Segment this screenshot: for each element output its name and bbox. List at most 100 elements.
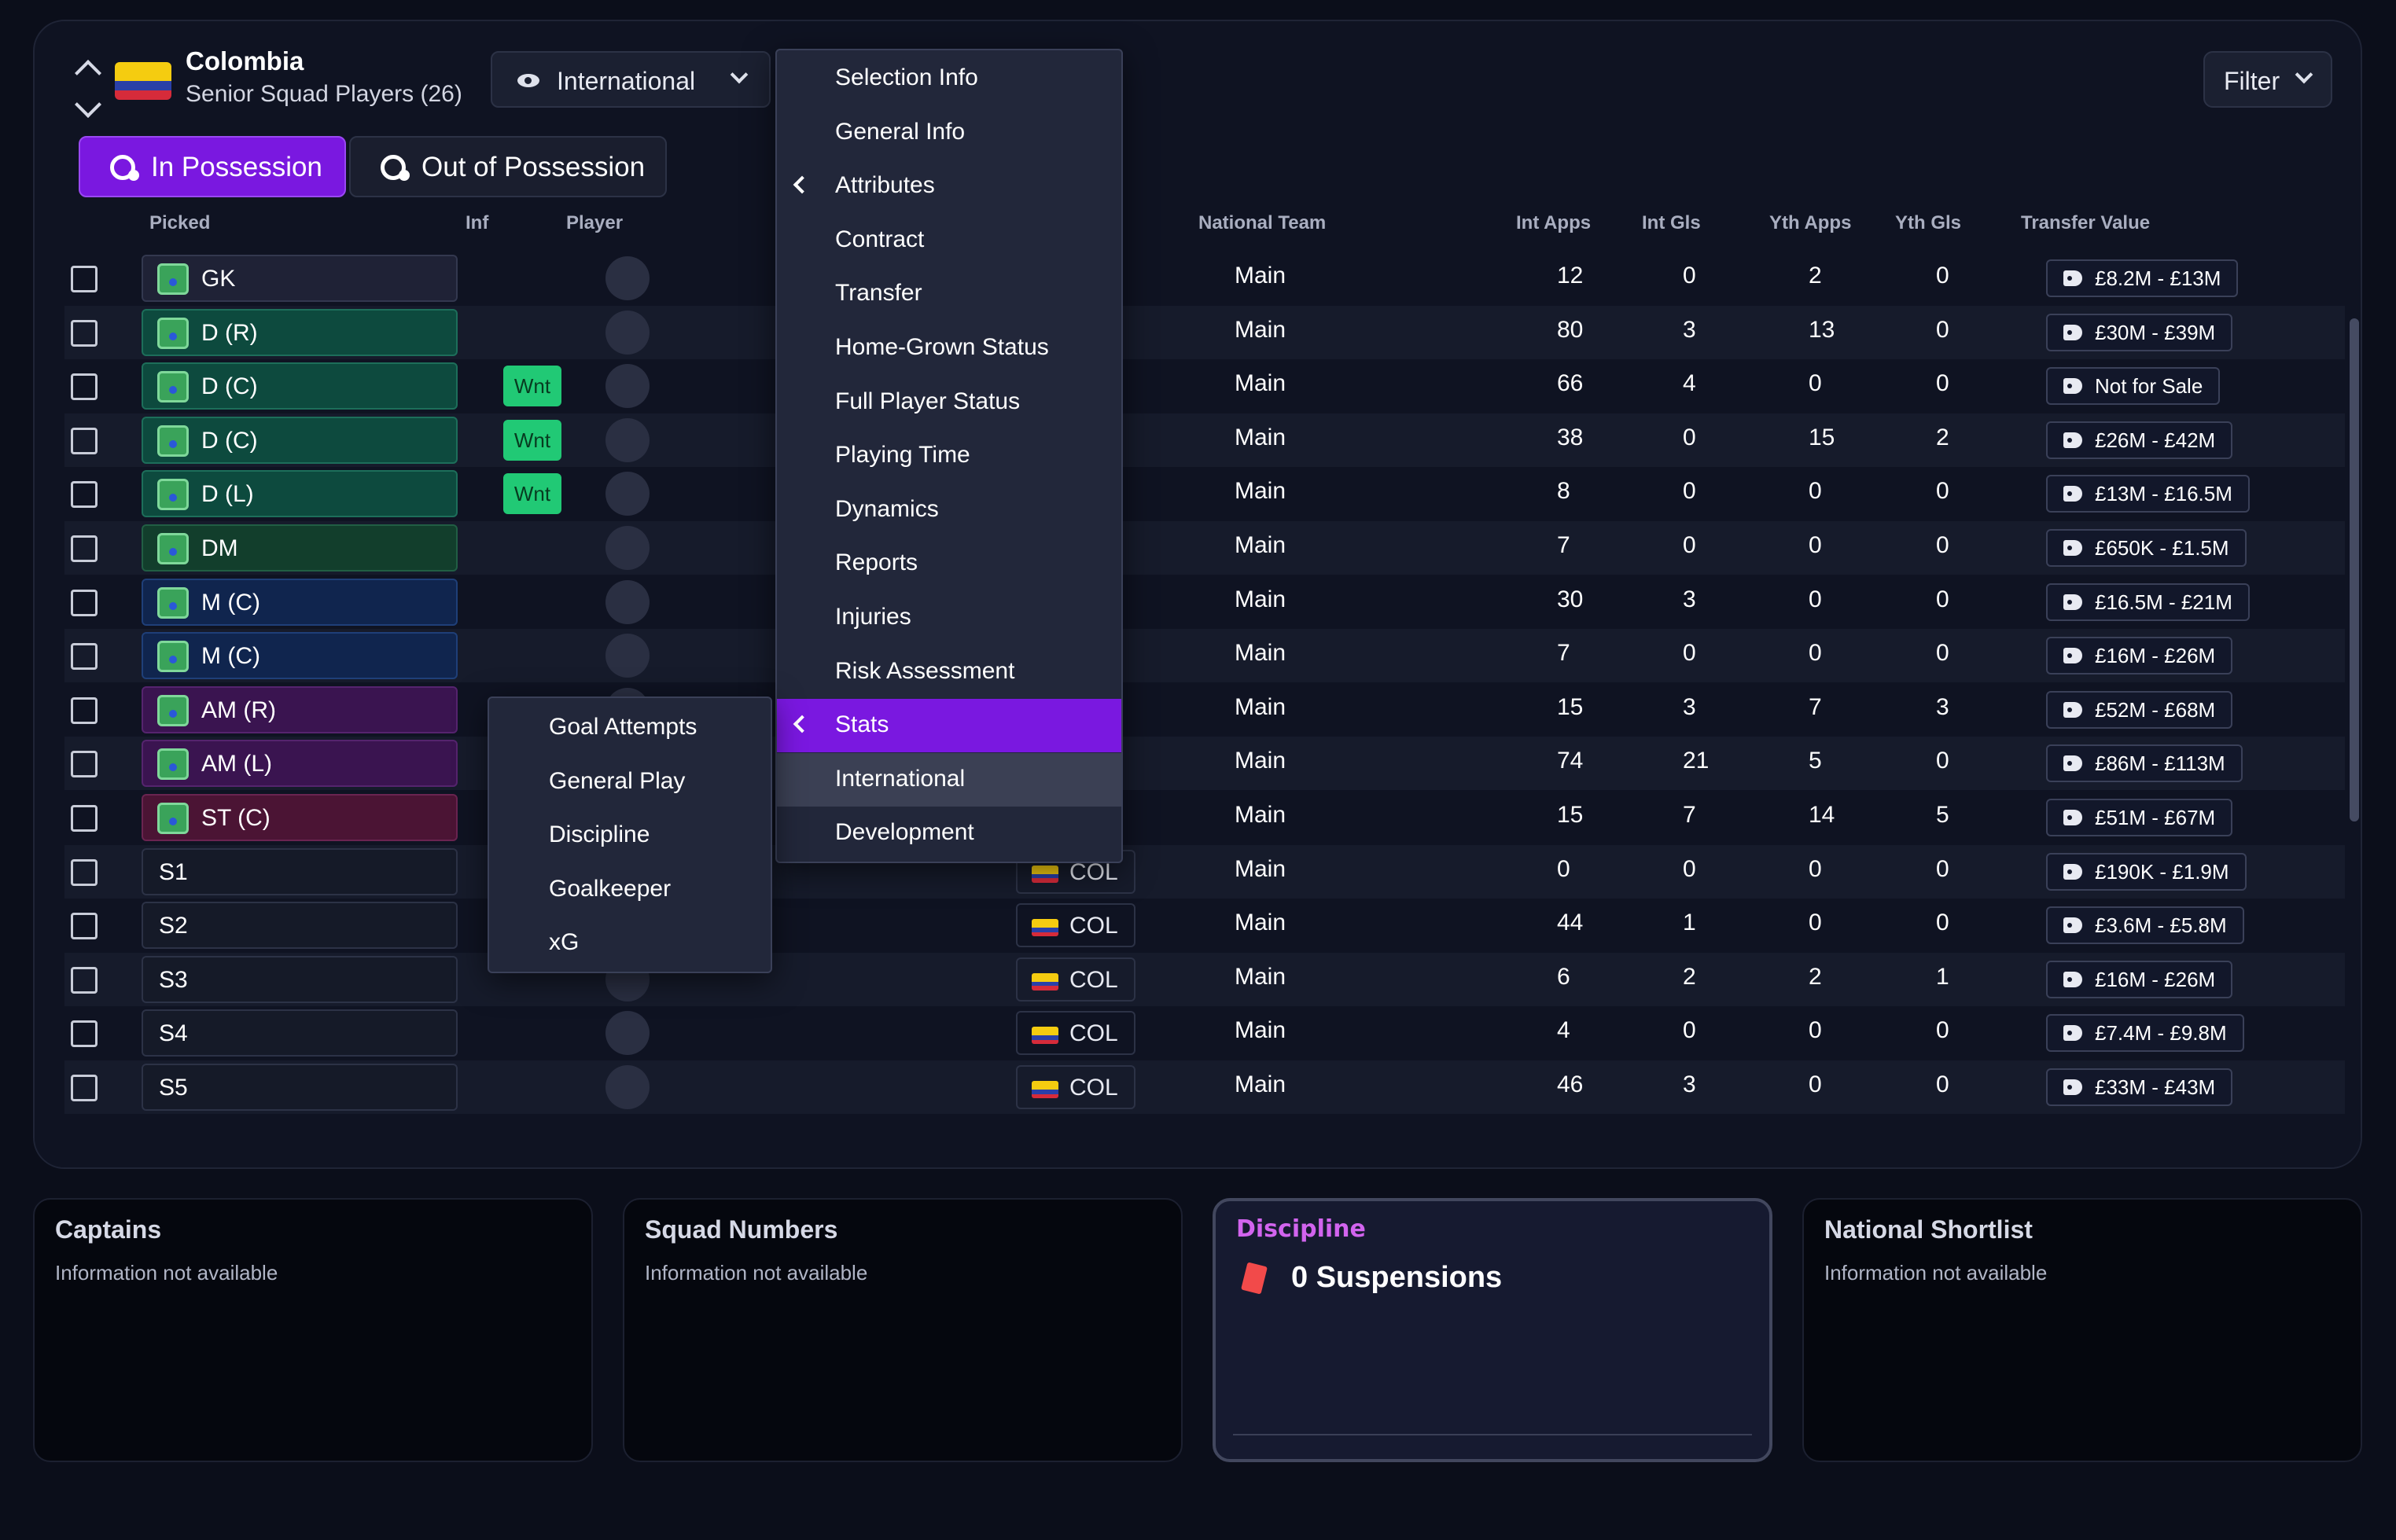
menu-item-playing-time[interactable]: Playing Time xyxy=(777,429,1121,483)
menu-item-injuries[interactable]: Injuries xyxy=(777,591,1121,645)
table-row[interactable]: ST (C)WMain157145£51M - £67M xyxy=(64,791,2345,844)
table-row[interactable]: DM Main 7 0 0 0 £650K - £1.5M xyxy=(64,521,2345,575)
table-row[interactable]: GK Main 12 0 2 0 £8.2M - £13M xyxy=(64,252,2345,305)
chevron-down-icon[interactable] xyxy=(75,91,101,118)
column-header-player[interactable]: Player xyxy=(566,212,624,233)
menu-item-dynamics[interactable]: Dynamics xyxy=(777,483,1121,537)
discipline-card[interactable]: Discipline 0 Suspensions xyxy=(1213,1198,1772,1462)
table-row[interactable]: D (L) Wnt Main 8 0 0 0 £13M - £16.5M xyxy=(64,467,2345,520)
picked-checkbox[interactable] xyxy=(71,589,98,616)
table-row[interactable]: D (C) Wnt Main 66 4 0 0 Not for Sale xyxy=(64,359,2345,413)
sort-arrows[interactable] xyxy=(72,50,104,120)
menu-item-selection-info[interactable]: Selection Info xyxy=(777,52,1121,105)
picked-checkbox[interactable] xyxy=(71,373,98,401)
filter-button[interactable]: Filter xyxy=(2203,51,2332,108)
player-avatar[interactable] xyxy=(605,256,650,300)
table-row[interactable]: D (C) Wnt Main 38 0 15 2 £26M - £42M xyxy=(64,413,2345,467)
scrollbar-thumb[interactable] xyxy=(2350,318,2359,821)
table-row[interactable]: S2 COL Main 44 1 0 0 £3.6M - £5.8M xyxy=(64,899,2345,952)
position-slot[interactable]: M (C) xyxy=(142,632,458,680)
player-avatar[interactable] xyxy=(605,364,650,409)
column-header-int-apps[interactable]: Int Apps xyxy=(1516,212,1592,233)
position-slot[interactable]: AM (L) xyxy=(142,740,458,788)
player-avatar[interactable] xyxy=(605,472,650,516)
column-header-national-team[interactable]: National Team xyxy=(1198,212,1327,233)
picked-checkbox[interactable] xyxy=(71,805,98,832)
picked-checkbox[interactable] xyxy=(71,535,98,562)
position-slot[interactable]: S5 xyxy=(142,1064,458,1111)
picked-checkbox[interactable] xyxy=(71,319,98,347)
submenu-item-goalkeeper[interactable]: Goalkeeper xyxy=(489,863,771,917)
player-avatar[interactable] xyxy=(605,310,650,355)
menu-item-transfer[interactable]: Transfer xyxy=(777,267,1121,321)
menu-item-stats[interactable]: Stats xyxy=(777,699,1121,753)
transfer-value-badge: £3.6M - £5.8M xyxy=(2046,906,2244,945)
price-tag-icon xyxy=(2063,648,2082,664)
menu-item-attributes[interactable]: Attributes xyxy=(777,160,1121,213)
menu-item-reports[interactable]: Reports xyxy=(777,537,1121,590)
position-slot[interactable]: GK xyxy=(142,255,458,302)
player-avatar[interactable] xyxy=(605,526,650,570)
column-header-int-gls[interactable]: Int Gls xyxy=(1642,212,1701,233)
position-slot[interactable]: D (L) xyxy=(142,470,458,518)
column-header-inf[interactable]: Inf xyxy=(466,212,489,233)
picked-checkbox[interactable] xyxy=(71,427,98,454)
menu-item-full-player-status[interactable]: Full Player Status xyxy=(777,376,1121,429)
submenu-item-goal-attempts[interactable]: Goal Attempts xyxy=(489,701,771,755)
picked-checkbox[interactable] xyxy=(71,481,98,509)
picked-checkbox[interactable] xyxy=(71,858,98,886)
table-row[interactable]: S1 COL Main 0 0 0 0 £190K - £1.9M xyxy=(64,844,2345,899)
table-row[interactable]: D (R) Main 80 3 13 0 £30M - £39M xyxy=(64,305,2345,359)
position-slot[interactable]: D (R) xyxy=(142,308,458,356)
table-row[interactable]: M (C) Main 30 3 0 0 £16.5M - £21M xyxy=(64,575,2345,629)
table-row[interactable]: S3 COL Main 6 2 2 1 £16M - £26M xyxy=(64,952,2345,1006)
position-slot[interactable]: ST (C) xyxy=(142,794,458,841)
chevron-up-icon[interactable] xyxy=(75,60,101,86)
table-row[interactable]: AM (L) Main 74 21 5 0 £86M - £113M xyxy=(64,737,2345,791)
player-avatar[interactable] xyxy=(605,1065,650,1109)
table-row[interactable]: S5 COL Main 46 3 0 0 £33M - £43M xyxy=(64,1060,2345,1114)
table-row[interactable]: S4 COL Main 4 0 0 0 £7.4M - £9.8M xyxy=(64,1006,2345,1060)
picked-checkbox[interactable] xyxy=(71,1020,98,1048)
column-header-yth-apps[interactable]: Yth Apps xyxy=(1769,212,1852,233)
picked-checkbox[interactable] xyxy=(71,751,98,778)
position-slot[interactable]: S4 xyxy=(142,1009,458,1057)
column-header-transfer-value[interactable]: Transfer Value xyxy=(2021,212,2151,233)
column-header-picked[interactable]: Picked xyxy=(149,212,211,233)
submenu-item-general-play[interactable]: General Play xyxy=(489,755,771,809)
player-avatar[interactable] xyxy=(605,634,650,678)
position-slot[interactable]: M (C) xyxy=(142,578,458,626)
position-slot[interactable]: AM (R) xyxy=(142,685,458,733)
menu-item-general-info[interactable]: General Info xyxy=(777,106,1121,160)
menu-item-international[interactable]: International xyxy=(777,752,1121,807)
submenu-item-discipline[interactable]: Discipline xyxy=(489,809,771,862)
player-avatar[interactable] xyxy=(605,417,650,462)
view-selector-dropdown[interactable]: International xyxy=(491,51,771,108)
team-name[interactable]: Colombia xyxy=(186,46,304,75)
column-header-yth-gls[interactable]: Yth Gls xyxy=(1895,212,1962,233)
picked-checkbox[interactable] xyxy=(71,696,98,724)
position-slot[interactable]: DM xyxy=(142,524,458,572)
scrollbar[interactable] xyxy=(2350,318,2359,821)
picked-checkbox[interactable] xyxy=(71,266,98,292)
picked-checkbox[interactable] xyxy=(71,1075,98,1101)
picked-checkbox[interactable] xyxy=(71,966,98,994)
picked-checkbox[interactable] xyxy=(71,913,98,940)
table-row[interactable]: M (C) Main 7 0 0 0 £16M - £26M xyxy=(64,629,2345,683)
player-avatar[interactable] xyxy=(605,1011,650,1056)
table-row[interactable]: AM (R) Main 15 3 7 3 £52M - £68M xyxy=(64,683,2345,737)
menu-item-development[interactable]: Development xyxy=(777,807,1121,860)
player-avatar[interactable] xyxy=(605,579,650,624)
position-slot[interactable]: D (C) xyxy=(142,416,458,464)
picked-checkbox[interactable] xyxy=(71,643,98,671)
tab-out-of-possession[interactable]: Out of Possession xyxy=(349,136,667,197)
position-slot[interactable]: S3 xyxy=(142,955,458,1003)
menu-item-contract[interactable]: Contract xyxy=(777,214,1121,267)
position-slot[interactable]: D (C) xyxy=(142,362,458,410)
position-slot[interactable]: S2 xyxy=(142,902,458,950)
menu-item-home-grown-status[interactable]: Home-Grown Status xyxy=(777,322,1121,375)
menu-item-risk-assessment[interactable]: Risk Assessment xyxy=(777,645,1121,699)
position-slot[interactable]: S1 xyxy=(142,847,458,895)
submenu-item-xg[interactable]: xG xyxy=(489,917,771,970)
tab-in-possession[interactable]: In Possession xyxy=(79,136,346,197)
